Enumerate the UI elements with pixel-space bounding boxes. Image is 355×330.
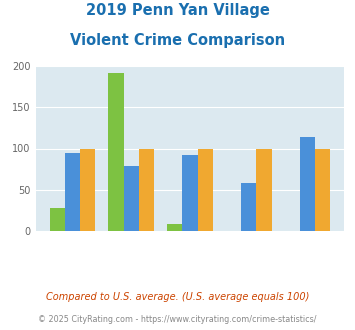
Bar <box>124 166 139 231</box>
Text: Compared to U.S. average. (U.S. average equals 100): Compared to U.S. average. (U.S. average … <box>46 292 309 302</box>
Bar <box>167 224 182 231</box>
Text: 2019 Penn Yan Village: 2019 Penn Yan Village <box>86 3 269 18</box>
Bar <box>315 148 330 231</box>
Bar <box>256 148 272 231</box>
Bar <box>108 73 124 231</box>
Bar <box>50 208 65 231</box>
Bar <box>139 148 154 231</box>
Text: Violent Crime Comparison: Violent Crime Comparison <box>70 33 285 48</box>
Text: © 2025 CityRating.com - https://www.cityrating.com/crime-statistics/: © 2025 CityRating.com - https://www.city… <box>38 315 317 324</box>
Bar <box>198 148 213 231</box>
Bar <box>300 137 315 231</box>
Bar <box>80 148 95 231</box>
Bar <box>241 183 256 231</box>
Bar <box>65 152 80 231</box>
Bar <box>182 155 198 231</box>
